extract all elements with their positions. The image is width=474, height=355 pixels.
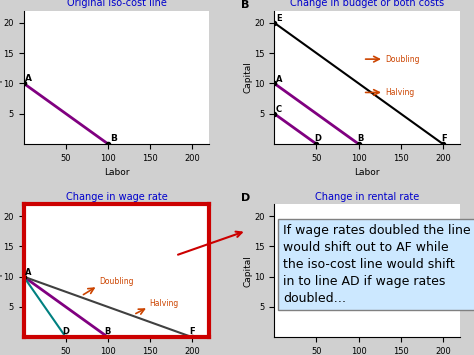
Text: A: A bbox=[26, 268, 32, 277]
Text: C: C bbox=[276, 105, 282, 114]
Text: B: B bbox=[357, 134, 363, 143]
Text: B: B bbox=[110, 134, 117, 143]
Y-axis label: Capital: Capital bbox=[244, 61, 253, 93]
X-axis label: Labor: Labor bbox=[354, 168, 380, 177]
Y-axis label: Capital: Capital bbox=[0, 255, 2, 286]
Text: A: A bbox=[26, 73, 32, 83]
Text: If wage rates doubled the line
would shift out to AF while
the iso-cost line wou: If wage rates doubled the line would shi… bbox=[283, 224, 471, 305]
Text: B: B bbox=[241, 0, 249, 10]
Text: Halving: Halving bbox=[149, 299, 179, 308]
Y-axis label: Capital: Capital bbox=[0, 61, 2, 93]
Text: E: E bbox=[276, 14, 282, 23]
Text: A: A bbox=[276, 75, 283, 83]
Title: Change in rental rate: Change in rental rate bbox=[315, 192, 419, 202]
Text: Doubling: Doubling bbox=[99, 277, 133, 286]
Text: Halving: Halving bbox=[385, 88, 415, 98]
X-axis label: Labor: Labor bbox=[104, 168, 129, 177]
Title: Change in budget or both costs: Change in budget or both costs bbox=[290, 0, 444, 9]
Title: Original iso-cost line: Original iso-cost line bbox=[66, 0, 166, 9]
Text: B: B bbox=[105, 327, 111, 336]
Text: F: F bbox=[441, 134, 447, 143]
Text: D: D bbox=[63, 327, 70, 336]
Text: D: D bbox=[241, 193, 250, 203]
Title: Change in wage rate: Change in wage rate bbox=[65, 192, 167, 202]
Text: Doubling: Doubling bbox=[385, 55, 420, 64]
Text: F: F bbox=[189, 327, 195, 336]
Y-axis label: Capital: Capital bbox=[244, 255, 253, 286]
Text: D: D bbox=[315, 134, 322, 143]
